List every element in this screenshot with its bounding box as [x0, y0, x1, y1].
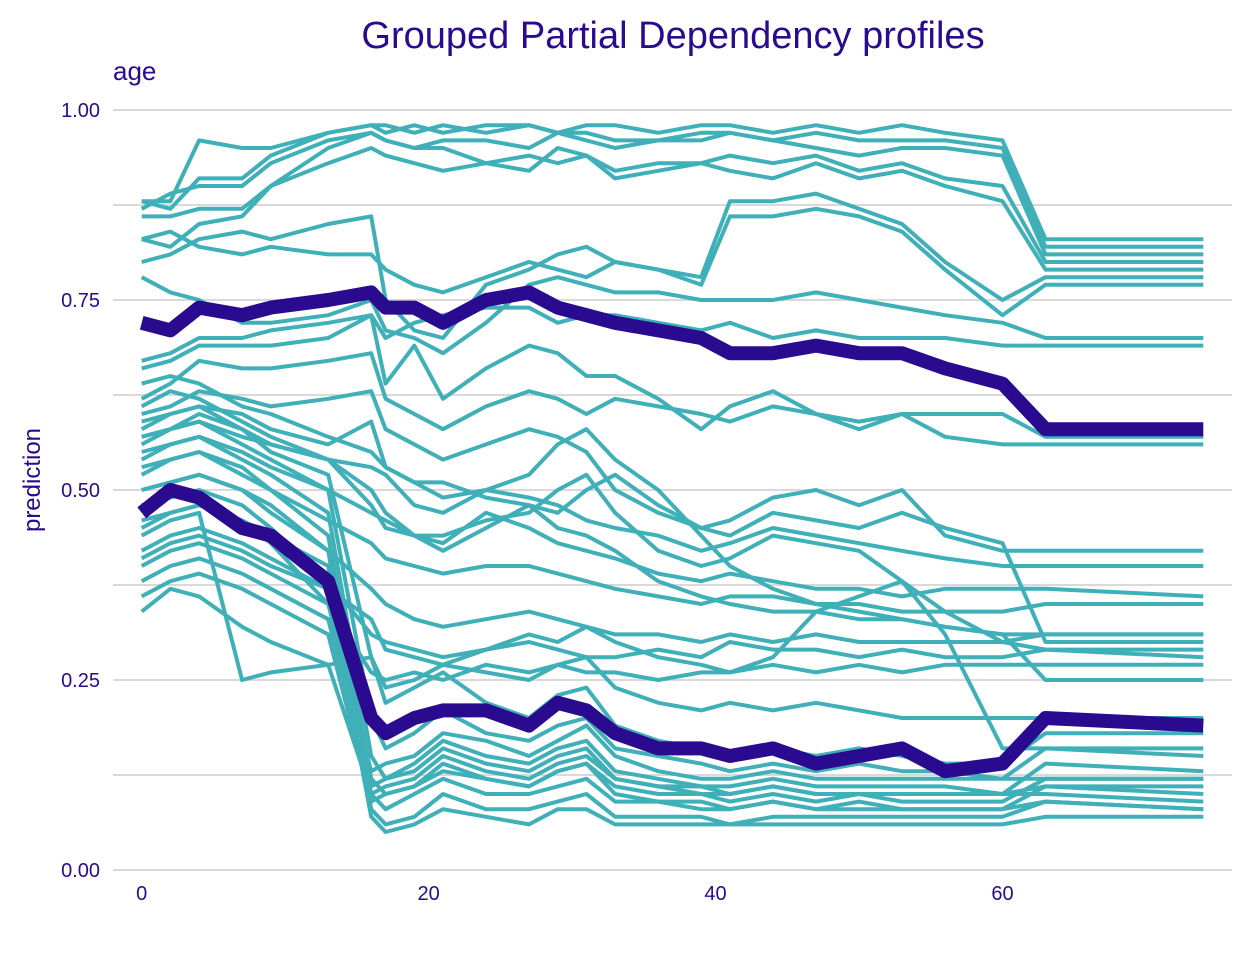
individual-profile-line	[141, 191, 1204, 340]
individual-profiles	[140, 123, 1204, 834]
individual-profile-line	[141, 130, 1204, 264]
individual-profile-line	[140, 510, 1204, 720]
individual-profile-line	[141, 206, 1204, 318]
individual-profile-line	[140, 275, 1204, 356]
y-tick-label: 0.50	[61, 480, 100, 502]
individual-profile-line	[141, 503, 1204, 682]
chart-title: Grouped Partial Dependency profiles	[361, 15, 984, 57]
individual-profile-line	[141, 123, 1204, 257]
individual-profile-line	[140, 434, 1204, 796]
individual-profile-line	[141, 123, 1204, 242]
y-tick-label: 0.00	[61, 860, 100, 882]
chart-subtitle: age	[113, 56, 156, 86]
individual-profile-line	[141, 404, 1204, 682]
individual-profile-line	[140, 351, 1204, 447]
individual-profile-line	[141, 472, 1204, 644]
individual-profile-line	[140, 389, 1204, 644]
individual-profile-line	[140, 541, 1204, 781]
x-tick-label: 40	[704, 883, 726, 905]
x-tick-label: 60	[991, 883, 1013, 905]
y-axis-label: prediction	[19, 428, 46, 532]
x-tick-label: 0	[136, 883, 147, 905]
y-axis-ticks: 0.00 0.25 0.50 0.75 1.00	[61, 100, 100, 882]
individual-profile-line	[140, 571, 1204, 812]
aggregate-profile-line	[137, 483, 1204, 779]
individual-profile-line	[141, 434, 1204, 599]
individual-profile-line	[140, 130, 1204, 249]
individual-profile-line	[140, 526, 1204, 834]
y-tick-label: 0.25	[61, 670, 100, 692]
individual-profile-line	[141, 146, 1204, 272]
individual-profile-line	[141, 412, 1204, 758]
individual-profile-line	[140, 533, 1204, 675]
aggregate-profile-line	[139, 285, 1204, 437]
individual-profile-line	[140, 586, 1204, 796]
y-tick-label: 1.00	[61, 100, 100, 122]
x-axis-ticks: 0 20 40 60	[136, 883, 1013, 905]
aggregate-profiles	[137, 285, 1204, 779]
x-tick-label: 20	[417, 883, 439, 905]
individual-profile-line	[140, 419, 1204, 781]
individual-profile-line	[141, 305, 1204, 363]
gridlines	[113, 109, 1232, 871]
individual-profile-line	[141, 389, 1204, 553]
y-tick-label: 0.75	[61, 290, 100, 312]
